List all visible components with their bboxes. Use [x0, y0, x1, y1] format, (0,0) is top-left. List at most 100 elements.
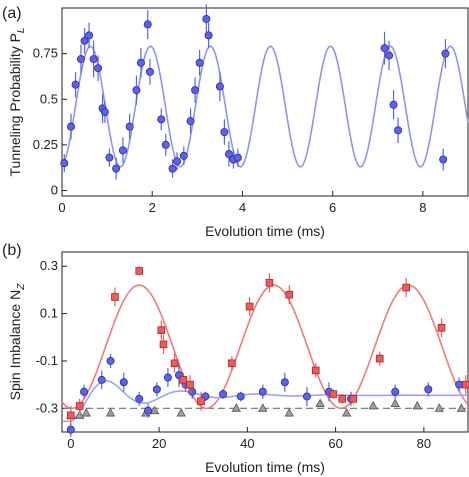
panel-a-data-point	[233, 148, 242, 167]
panel-a-axis-ticks: 0 2 4 6 8 0 0.25 0.5 0.75	[33, 46, 427, 215]
red-square-marker	[75, 402, 84, 410]
red-square-marker	[402, 283, 411, 292]
red-square-marker	[338, 395, 347, 403]
panel-b-ytick-label: 0.3	[40, 258, 58, 273]
red-square-marker	[437, 323, 446, 332]
panel-a-data-point	[143, 9, 152, 40]
red-square-marker	[375, 354, 384, 363]
blue-data-point	[219, 389, 228, 399]
red-square-marker	[186, 380, 194, 389]
red-data-point	[179, 372, 188, 387]
panel-a-marker	[173, 157, 182, 166]
panel-a-marker	[186, 117, 195, 126]
panel-a-data-point	[439, 148, 448, 171]
panel-a-marker	[100, 108, 109, 117]
red-data-point	[437, 318, 446, 338]
red-square-marker	[157, 326, 166, 334]
panel-b-fit-layer	[61, 284, 469, 423]
panel-a-marker	[60, 159, 69, 168]
blue-data-point	[144, 403, 153, 418]
panel-a-data-point	[157, 108, 166, 131]
panel-a-marker	[389, 100, 398, 109]
panel-a-xtick-label: 0	[58, 200, 65, 215]
panel-a-marker	[439, 155, 448, 164]
panel-a-marker	[76, 55, 85, 64]
blue-circle-marker	[455, 380, 464, 389]
red-data-point	[402, 278, 411, 297]
red-data-point	[338, 394, 347, 404]
red-square-marker	[285, 290, 294, 299]
panel-b-xtick-label: 20	[152, 436, 166, 451]
panel-a-marker	[161, 140, 170, 149]
blue-data-point	[97, 370, 106, 390]
red-square-marker	[311, 366, 320, 375]
blue-data-point	[455, 377, 464, 392]
panel-a-data-point	[224, 141, 233, 167]
blue-data-point	[258, 384, 267, 399]
panel-a-data-point	[186, 108, 195, 134]
blue-circle-marker	[97, 375, 106, 384]
panel-a-data-point	[136, 48, 145, 78]
panel-a-data-point	[441, 39, 450, 69]
panel-a-marker	[380, 44, 389, 53]
red-data-point	[461, 375, 469, 395]
panel-a-marker	[89, 55, 98, 64]
panel-a-data-point	[132, 75, 141, 105]
gray-triangle-marker	[341, 408, 352, 417]
blue-data-point	[106, 353, 115, 369]
gray-triangle-marker	[434, 403, 444, 412]
panel-a-data-point	[112, 157, 121, 180]
red-square-marker	[228, 359, 236, 368]
panel-a-data-point	[168, 159, 177, 178]
panel-b-ytick-label: 0.1	[40, 306, 58, 321]
panel-a-data-point	[94, 55, 103, 82]
panel-a-ytick-label: 0.75	[33, 46, 58, 61]
panel-a: (a) 0 2 4 6 8 0 0.25 0.5 0.75 Evolution time (ms…	[2, 4, 469, 239]
blue-circle-marker	[236, 392, 245, 401]
red-data-point	[75, 398, 84, 414]
panel-a-xtick-label: 4	[239, 200, 246, 215]
panel-a-ylabel-sub: L	[16, 27, 27, 33]
panel-a-data-point	[204, 22, 213, 49]
panel-a-data-point	[385, 40, 394, 71]
panel-a-marker	[394, 126, 403, 135]
panel-a-marker	[71, 80, 80, 89]
panel-a-marker	[215, 82, 224, 91]
blue-data-point	[119, 372, 128, 392]
panel-b-axis-ticks: 0 20 40 60 80 -0.3 -0.1 0.1 0.3	[36, 258, 432, 451]
panel-a-marker	[143, 20, 152, 29]
red-data-point	[157, 320, 166, 340]
panel-b-xtick-label: 60	[328, 436, 342, 451]
red-data-point	[265, 273, 274, 293]
panel-b-xtick-label: 40	[240, 436, 254, 451]
panel-a-marker	[204, 31, 213, 40]
panel-a-data-point	[179, 146, 188, 165]
panel-a-marker	[202, 14, 211, 23]
blue-circle-marker	[424, 385, 433, 394]
panel-a-data-point	[76, 44, 85, 74]
panel-a-marker	[94, 64, 103, 73]
panel-a-data-point	[195, 49, 204, 76]
panel-a-data-point	[220, 119, 229, 145]
red-square-marker	[349, 395, 358, 403]
red-data-point	[197, 391, 205, 411]
blue-circle-marker	[163, 373, 172, 382]
blue-circle-marker	[391, 387, 400, 396]
blue-data-point	[163, 368, 172, 387]
panel-a-data-point	[71, 71, 80, 98]
panel-b-xtick-label: 80	[417, 436, 431, 451]
red-data-point	[375, 351, 384, 366]
red-square-marker	[179, 376, 188, 384]
panel-a-marker	[67, 122, 76, 131]
red-data-point	[329, 389, 338, 399]
panel-a-marker	[118, 146, 127, 155]
gray-triangle-marker	[456, 403, 467, 412]
red-data-point	[349, 394, 358, 404]
panel-a-marker	[191, 86, 200, 95]
red-square-marker	[135, 267, 144, 275]
red-square-marker	[245, 302, 254, 311]
blue-circle-marker	[219, 390, 228, 399]
panel-a-data-point	[118, 137, 127, 164]
blue-data-point	[80, 384, 89, 399]
panel-a-ylabel: Tunneling Probability PL	[7, 27, 27, 176]
